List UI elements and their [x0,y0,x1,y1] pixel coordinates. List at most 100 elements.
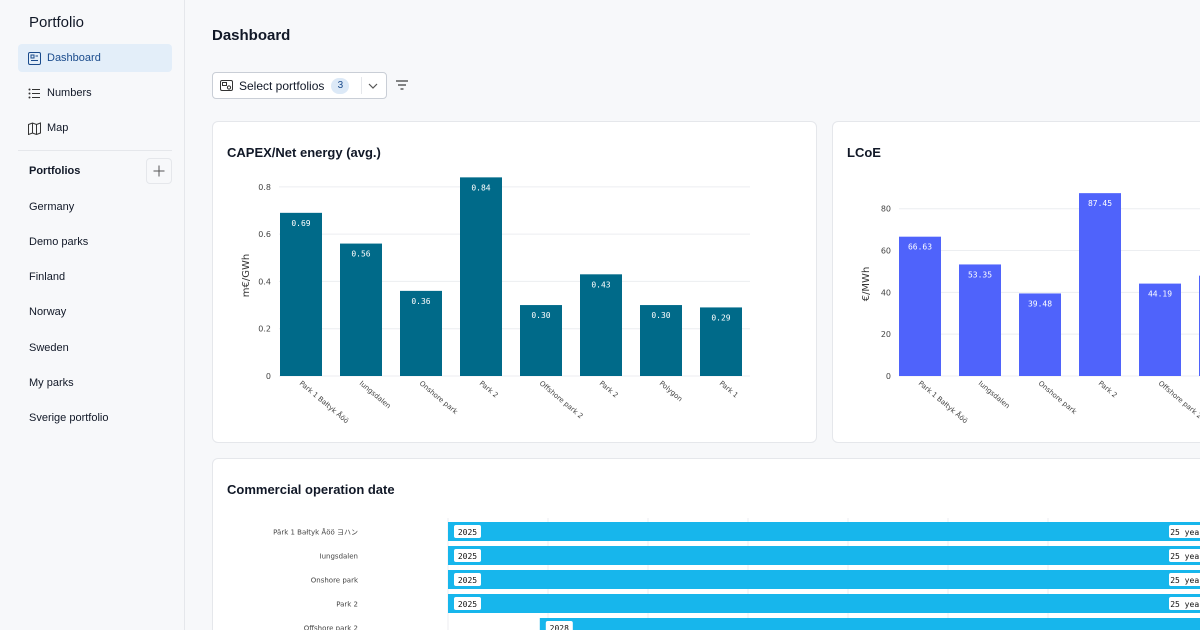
lcoe-x-tick-label: Park 2 [1097,379,1119,399]
portfolio-select-icon [220,80,233,91]
lcoe-bar-value-label: 87.45 [1088,199,1112,208]
portfolio-item-demo-parks[interactable]: Demo parks [29,236,89,248]
lcoe-x-tick-label: Offshore park 2 [1157,379,1200,420]
capex-x-tick-label: Iungsdalen [358,379,393,410]
capex-bar-value-label: 0.69 [291,219,310,228]
lcoe-y-tick-label: 0 [886,372,891,381]
cod-y-tick-label: Onshore park [311,577,359,585]
capex-x-tick-label: Park 2 [598,379,620,399]
portfolio-item-germany[interactable]: Germany [29,201,75,213]
portfolio-item-sweden[interactable]: Sweden [29,342,69,354]
add-portfolio-button[interactable] [146,158,172,184]
selected-count-badge: 3 [331,77,350,94]
cod-start-badge [454,525,481,538]
cod-chart: Pärk 1 Bałtyk Åöö ヨハン 2025 25 years Iungsda… [273,518,1200,630]
cod-duration-label: 25 years [1170,576,1200,585]
capex-bar-value-label: 0.29 [711,313,730,322]
capex-bar [520,305,562,376]
capex-y-tick-label: 0 [266,372,271,381]
capex-y-axis-label: m€/GWh [241,254,252,297]
lcoe-x-tick-label: Onshore park [1037,379,1079,416]
cod-start-badge [454,573,481,586]
capex-bar [340,243,382,376]
capex-bar [400,290,442,376]
portfolio-select-label: Select portfolios [239,78,325,93]
lcoe-chart: 0 20 40 60 80 €/MWh 66.63 Park 1 Bałtyk Åöö 53.3… [861,193,1200,425]
nav-numbers[interactable]: Numbers [18,79,172,107]
lcoe-bar [1139,283,1181,376]
nav-dashboard[interactable]: Dashboard [18,44,172,72]
map-icon [28,121,41,135]
cod-start-badge [454,597,481,610]
capex-bar-value-label: 0.36 [411,297,430,306]
lcoe-card: LCoE 0 20 40 60 80 €/MWh 66.63 Park 1 Bałtyk Åö… [832,121,1200,443]
portfolio-item-sverige-portfolio[interactable]: Sverige portfolio [29,412,109,424]
capex-x-tick-label: Onshore park [418,379,460,416]
capex-chart: 0 0.2 0.4 0.6 0.8 m€/GWh 0.69 Park 1 Bałtyk Åöö… [241,177,750,426]
lcoe-bar-value-label: 66.63 [908,243,932,252]
cod-duration-label: 25 years [1170,552,1200,561]
lcoe-bar [959,264,1001,376]
capex-bar [460,177,502,376]
cod-y-tick-label: Offshore park 2 [304,625,358,630]
cod-duration-badge [1169,597,1200,610]
lcoe-bar-value-label: 44.19 [1148,290,1172,299]
cod-y-tick-label: Pärk 1 Bałtyk Åöö ヨハン [273,528,358,537]
lcoe-bar-value-label: 53.35 [968,270,992,279]
nav-numbers-label: Numbers [47,87,92,99]
cod-duration-badge [1169,549,1200,562]
capex-bar-value-label: 0.43 [591,280,610,289]
lcoe-x-tick-label: Iungsdalen [977,379,1012,410]
capex-bar [280,212,322,376]
capex-card: CAPEX/Net energy (avg.) 0 0.2 0.4 0.6 0.8 m€/… [212,121,817,443]
capex-y-tick-label: 0.4 [258,277,271,286]
portfolios-heading: Portfolios [29,165,81,177]
cod-bar [448,570,1200,589]
plus-icon [153,165,165,177]
cod-duration-label: 25 years [1170,600,1200,609]
lcoe-y-axis-label: €/MWh [861,267,872,302]
lcoe-y-tick-label: 60 [881,247,891,256]
cod-card: Commercial operation date Pärk 1 Bałtyk … [212,458,1200,630]
nav-map[interactable]: Map [18,114,172,142]
portfolio-item-finland[interactable]: Finland [29,271,66,283]
cod-start-label: 2028 [550,624,569,630]
cod-y-tick-label: Park 2 [336,601,358,609]
capex-y-tick-label: 0.8 [258,183,271,192]
nav-dashboard-label: Dashboard [47,52,101,64]
portfolio-select[interactable]: Select portfolios 3 [212,72,387,99]
cod-bar [448,546,1200,565]
cod-bar [448,594,1200,613]
sidebar: Portfolio Dashboard Numbers Map Portfoli… [0,0,185,630]
capex-bar-value-label: 0.30 [651,311,670,320]
sidebar-title: Portfolio [29,14,85,31]
cod-start-badge [545,621,573,630]
capex-x-tick-label: Park 2 [478,379,500,399]
lcoe-title: LCoE [847,145,881,160]
cod-start-badge [454,549,481,562]
capex-x-tick-label: Park 1 Bałtyk Åöö [298,379,351,426]
main-content: Dashboard Select portfolios 3 CAPEX/Net … [186,0,1200,630]
capex-bar-value-label: 0.56 [351,250,370,259]
capex-bar-value-label: 0.30 [531,311,550,320]
portfolio-item-norway[interactable]: Norway [29,306,67,318]
cod-title: Commercial operation date [227,482,395,497]
cod-start-label: 2025 [458,528,477,537]
filter-icon[interactable] [395,78,409,92]
cod-start-label: 2025 [458,552,477,561]
capex-bar [640,305,682,376]
capex-y-tick-label: 0.6 [258,230,271,239]
lcoe-bar [1079,193,1121,376]
lcoe-y-tick-label: 20 [881,330,891,339]
cod-bar [539,618,1200,630]
lcoe-bar [899,236,941,376]
select-chevron[interactable] [361,77,378,94]
capex-bar [580,274,622,376]
portfolio-item-my-parks[interactable]: My parks [29,377,74,389]
nav-map-label: Map [47,122,69,134]
capex-title: CAPEX/Net energy (avg.) [227,145,381,160]
cod-duration-badge [1169,525,1200,538]
sidebar-divider [18,150,172,151]
dashboard-icon [28,51,41,65]
lcoe-bar [1019,293,1061,376]
